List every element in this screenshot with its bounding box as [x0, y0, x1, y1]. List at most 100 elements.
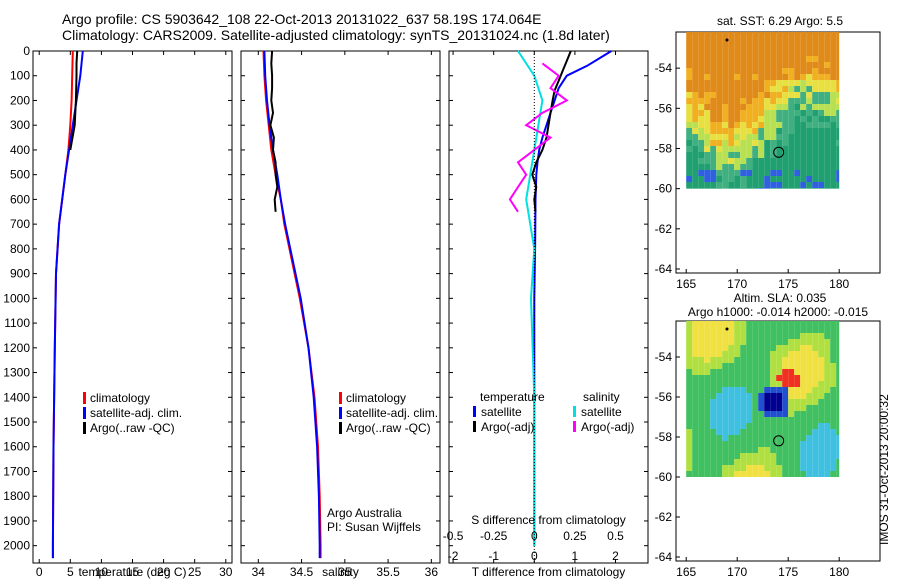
map-cell — [734, 38, 741, 44]
map-cell — [794, 387, 801, 393]
header-line2: Climatology: CARS2009. Satellite-adjuste… — [62, 27, 610, 43]
t-tick-label: -2 — [448, 549, 459, 563]
map-cell — [770, 188, 777, 189]
map-cell — [764, 74, 771, 80]
map-cell — [818, 441, 825, 447]
map-cell — [788, 80, 795, 86]
map-cell — [740, 134, 747, 140]
map-cell — [830, 170, 837, 176]
map-cell — [770, 182, 777, 188]
map-cell — [740, 411, 747, 417]
x-axis-label: salinity — [322, 565, 359, 579]
map-cell — [704, 92, 711, 98]
map-cell — [698, 134, 705, 140]
map-cell — [764, 122, 771, 128]
map-cell — [806, 98, 813, 104]
map-cell — [716, 465, 723, 471]
map-cell — [830, 182, 837, 188]
map-cell — [710, 104, 717, 110]
map-cell — [776, 104, 783, 110]
map-cell — [818, 38, 825, 44]
map-cell — [830, 86, 837, 92]
map-cell — [770, 170, 777, 176]
map-cell — [770, 140, 777, 146]
map-cell — [812, 375, 819, 381]
map-cell — [764, 405, 771, 411]
map-cell — [716, 447, 723, 453]
y-tick-label: 700 — [10, 217, 30, 231]
map-cell — [722, 110, 729, 116]
map-cell — [788, 435, 795, 441]
map-cell — [752, 387, 759, 393]
legend-swatch — [339, 422, 342, 434]
map-cell — [812, 351, 819, 357]
map-cell — [704, 32, 711, 38]
map-cell — [806, 357, 813, 363]
map-cell — [800, 92, 807, 98]
map-cell — [824, 393, 831, 399]
map-cell — [812, 50, 819, 56]
map-cell — [770, 453, 777, 459]
map-cell — [758, 86, 765, 92]
map-y-tick-label: -54 — [655, 61, 673, 75]
map-cell — [752, 116, 759, 122]
map-cell — [806, 351, 813, 357]
map-cell — [824, 38, 831, 44]
map-cell — [686, 369, 693, 375]
map-cell — [722, 447, 729, 453]
map-cell — [746, 32, 753, 38]
map-cell — [728, 44, 735, 50]
map-cell — [782, 345, 789, 351]
map-cell — [782, 375, 789, 381]
map-cell — [692, 327, 699, 333]
map-cell — [830, 471, 837, 477]
map-cell — [770, 423, 777, 429]
map-y-tick-label: -60 — [655, 182, 673, 196]
map-cell — [722, 453, 729, 459]
map-cell — [782, 333, 789, 339]
map-cell — [704, 68, 711, 74]
map-cell — [770, 447, 777, 453]
map-cell — [788, 32, 795, 38]
map-cell — [722, 417, 729, 423]
map-cell — [800, 158, 807, 164]
map-cell — [686, 146, 693, 152]
map-cell — [800, 423, 807, 429]
map-cell — [812, 387, 819, 393]
map-cell — [734, 86, 741, 92]
map-cell — [770, 128, 777, 134]
map-cell — [836, 128, 840, 134]
map-cell — [776, 62, 783, 68]
map-cell — [728, 357, 735, 363]
map-cell — [830, 50, 837, 56]
map-cell — [818, 423, 825, 429]
series-line-temperature-1 — [51, 50, 84, 559]
map-cell — [776, 381, 783, 387]
map-cell — [692, 74, 699, 80]
map-cell — [794, 98, 801, 104]
map-cell — [788, 122, 795, 128]
map-cell — [704, 38, 711, 44]
map-cell — [758, 393, 765, 399]
map-cell — [746, 471, 753, 477]
map-cell — [776, 134, 783, 140]
map-cell — [812, 134, 819, 140]
map-cell — [716, 140, 723, 146]
map-cell — [836, 369, 840, 375]
map-cell — [794, 381, 801, 387]
map-cell — [836, 453, 840, 459]
map-cell — [764, 98, 771, 104]
map-cell — [716, 363, 723, 369]
legend-label: satellite — [481, 405, 522, 419]
map-cell — [818, 357, 825, 363]
map-cell — [818, 182, 825, 188]
map-cell — [836, 50, 840, 56]
map-cell — [704, 399, 711, 405]
map-cell — [746, 188, 753, 189]
map-cell — [758, 405, 765, 411]
map-cell — [818, 339, 825, 345]
map-cell — [758, 465, 765, 471]
map-cell — [704, 459, 711, 465]
map-cell — [836, 405, 840, 411]
